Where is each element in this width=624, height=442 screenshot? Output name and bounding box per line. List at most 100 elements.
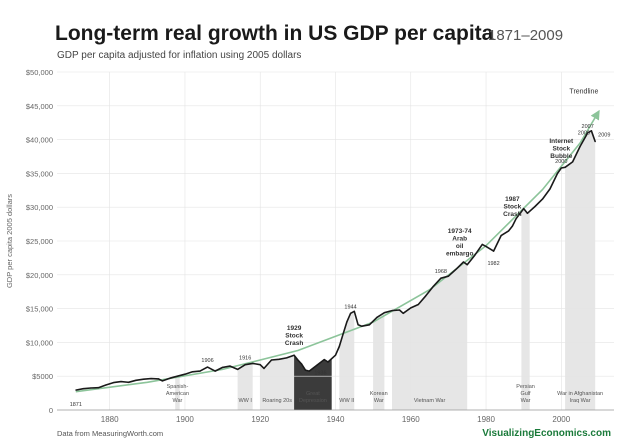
year-label: 1916: [239, 356, 251, 362]
data-point: [583, 139, 585, 141]
y-tick-label: $50,000: [26, 68, 53, 77]
data-point: [285, 357, 288, 359]
data-point: [594, 141, 596, 143]
data-point: [417, 303, 419, 306]
data-point: [135, 379, 137, 381]
data-point: [361, 325, 363, 327]
y-tick-label: $20,000: [26, 271, 53, 280]
trendline: [75, 109, 600, 393]
data-point: [244, 364, 246, 366]
event-annotation: Bubble: [550, 153, 572, 160]
data-point: [383, 312, 386, 314]
data-point: [357, 324, 359, 326]
data-point: [511, 225, 513, 227]
data-point: [150, 377, 152, 380]
chart-subtitle: GDP per capita adjusted for inflation us…: [57, 50, 301, 61]
data-point: [398, 309, 401, 311]
data-point: [97, 387, 99, 389]
data-point: [176, 375, 179, 377]
data-point: [534, 205, 536, 208]
data-point: [402, 312, 404, 314]
data-point: [376, 316, 378, 318]
chart-title: Long-term real growth in US GDP per capi…: [55, 22, 494, 45]
data-point: [447, 275, 450, 277]
year-label: 1906: [201, 358, 213, 364]
data-point: [297, 359, 299, 361]
data-point: [308, 370, 310, 372]
data-point: [75, 389, 77, 391]
event-label: Spanish-: [167, 384, 189, 390]
event-label: American: [166, 391, 189, 397]
year-label: 2006: [578, 131, 590, 137]
x-tick-label: 1880: [101, 415, 119, 424]
event-label: Gulf: [521, 391, 532, 397]
data-point: [590, 130, 593, 132]
year-label: 1968: [435, 269, 447, 275]
event-label: WW II: [339, 398, 354, 404]
data-point: [466, 264, 468, 266]
data-point: [587, 132, 589, 134]
data-point: [263, 367, 265, 370]
gridlines: [57, 71, 614, 410]
event-label: War: [521, 398, 531, 404]
data-point: [221, 366, 224, 369]
x-tick-label: 1900: [176, 415, 194, 424]
brand-logo-text: VisualizingEconomics.com: [482, 428, 611, 439]
event-annotation: Stock: [552, 145, 570, 152]
data-point: [455, 268, 457, 270]
event-annotation: Crash: [503, 211, 521, 218]
data-point: [142, 378, 145, 380]
data-point: [556, 172, 559, 174]
event-band: [175, 375, 180, 410]
data-point: [560, 167, 562, 169]
event-annotation: oil: [456, 243, 464, 250]
data-point: [214, 370, 216, 372]
year-label: 2007: [582, 124, 594, 130]
event-label: Korean: [370, 391, 388, 397]
year-label: 1936: [314, 371, 326, 377]
event-band: [339, 311, 355, 410]
event-label: War: [172, 398, 182, 404]
event-label: Roaring 20s: [262, 398, 292, 404]
data-point: [474, 254, 476, 256]
data-point: [259, 364, 261, 366]
event-label: War: [374, 398, 384, 404]
data-point: [425, 295, 427, 297]
event-band: [392, 262, 468, 410]
y-tick-label: $45,000: [26, 102, 53, 111]
data-point: [112, 382, 115, 384]
y-tick-label: $35,000: [26, 169, 53, 178]
data-point: [541, 198, 544, 200]
data-point: [237, 368, 239, 371]
year-label: 1982: [487, 261, 499, 267]
event-band: [260, 355, 295, 410]
y-tick-label: $10,000: [26, 338, 53, 347]
event-annotation: Crash: [285, 340, 303, 347]
event-bands: [175, 131, 596, 410]
event-label: Great: [306, 391, 320, 397]
data-point: [481, 243, 483, 245]
event-band: [237, 363, 253, 410]
data-point: [549, 188, 551, 190]
event-label: Depression: [299, 398, 327, 404]
data-point: [82, 388, 84, 390]
data-point: [349, 312, 352, 314]
event-label: War in Afghanistan: [557, 391, 603, 397]
year-label: 2000: [555, 159, 567, 165]
event-band: [521, 208, 530, 410]
data-point: [127, 381, 130, 383]
event-label: Iraq War: [570, 398, 591, 404]
gdp-series-layer: [75, 130, 596, 391]
data-point: [161, 380, 163, 382]
event-band: [565, 131, 596, 410]
event-annotation: 1973-74: [448, 228, 472, 235]
data-point: [206, 366, 209, 368]
x-tick-label: 1960: [402, 415, 420, 424]
data-point: [120, 381, 122, 383]
y-tick-label: $5000: [32, 372, 53, 381]
event-band: [373, 312, 385, 410]
data-point: [462, 261, 465, 263]
data-point: [323, 359, 325, 361]
year-label: 2009: [598, 133, 610, 139]
